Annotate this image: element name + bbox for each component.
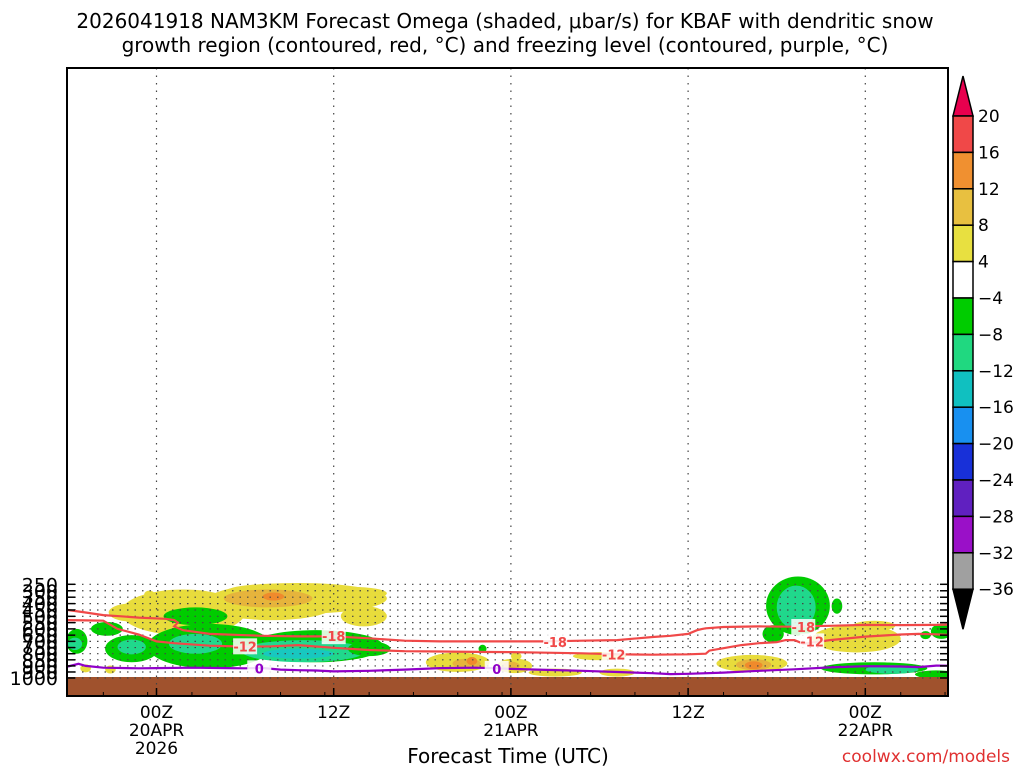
contour-label-2-1: 0 bbox=[492, 663, 501, 678]
colorbar-label-0: 20 bbox=[978, 107, 1000, 127]
colorbar-label-5: −4 bbox=[978, 289, 1003, 309]
colorbar-label-3: 8 bbox=[978, 216, 989, 236]
x-tick-label-2-1: 21APR bbox=[483, 721, 539, 741]
contour-label-bg bbox=[321, 628, 346, 645]
omega-shade-cell bbox=[744, 661, 763, 670]
site-credit: coolwx.com/models bbox=[842, 747, 1010, 767]
colorbar-swatch-1 bbox=[952, 115, 974, 154]
omega-shade-cell bbox=[262, 648, 334, 659]
y-tick-label-350: 350 bbox=[22, 587, 58, 609]
omega-shade-cell bbox=[262, 592, 285, 601]
y-tick-label-850: 850 bbox=[22, 650, 58, 672]
chart-title-line-1: 2026041918 NAM3KM Forecast Omega (shaded… bbox=[76, 9, 933, 33]
colorbar-swatch-6 bbox=[952, 297, 974, 336]
chart-title-line-2: growth region (contoured, red, °C) and f… bbox=[122, 33, 889, 57]
omega-shade-cell bbox=[831, 598, 843, 614]
y-tick-label-1000: 1000 bbox=[10, 668, 58, 690]
contour-label-bg bbox=[601, 646, 626, 663]
omega-shade-cell bbox=[478, 644, 487, 653]
y-tick-label-250: 250 bbox=[22, 574, 58, 596]
colorbar-label-6: −8 bbox=[978, 325, 1003, 345]
y-tick-label-700: 700 bbox=[22, 631, 58, 653]
colorbar-arrow-bottom bbox=[952, 588, 974, 630]
x-tick-label-4-0: 00Z bbox=[849, 703, 882, 723]
omega-shade-cell bbox=[90, 622, 123, 636]
contour-label-bg bbox=[800, 633, 825, 650]
colorbar-label-4: 4 bbox=[978, 253, 989, 273]
x-tick-label-2-0: 00Z bbox=[494, 703, 527, 723]
y-tick-label-950: 950 bbox=[22, 662, 58, 684]
colorbar-label-9: −20 bbox=[978, 435, 1014, 455]
colorbar-label-11: −28 bbox=[978, 507, 1014, 527]
colorbar-swatch-12 bbox=[952, 515, 974, 554]
contour-label-bg bbox=[543, 633, 568, 650]
y-tick-label-400: 400 bbox=[22, 594, 58, 616]
colorbar-label-8: −16 bbox=[978, 398, 1014, 418]
y-tick-label-500: 500 bbox=[22, 606, 58, 628]
x-tick-label-1-0: 12Z bbox=[317, 703, 350, 723]
omega-shade-cell bbox=[466, 657, 478, 666]
contour-label-0-1: -18 bbox=[543, 636, 567, 651]
contour-label-bg bbox=[484, 660, 509, 677]
x-tick-label-0-0: 00Z bbox=[140, 703, 173, 723]
x-tick-label-3-0: 12Z bbox=[671, 703, 704, 723]
colorbar-swatch-9 bbox=[952, 406, 974, 445]
x-tick-label-0-1: 20APR bbox=[129, 721, 185, 741]
contour-label-1-2: -12 bbox=[800, 635, 824, 650]
x-axis-label: Forecast Time (UTC) bbox=[407, 744, 609, 768]
contour-lines: -18 -18-18-12-12-120 0 bbox=[67, 608, 948, 678]
axes: 2503003504004505005506006507007508008509… bbox=[10, 574, 948, 759]
colorbar-label-2: 12 bbox=[978, 180, 1000, 200]
colorbar-swatch-7 bbox=[952, 333, 974, 372]
colorbar-swatch-5 bbox=[952, 260, 974, 299]
contour-label-bg bbox=[791, 619, 816, 636]
colorbar-swatch-13 bbox=[952, 552, 974, 590]
y-tick-label-800: 800 bbox=[22, 644, 58, 666]
colorbar-arrow-top bbox=[952, 75, 974, 117]
omega-shade-cell bbox=[762, 625, 784, 643]
x-tick-label-4-1: 22APR bbox=[838, 721, 894, 741]
x-tick-label-0-2: 2026 bbox=[135, 739, 178, 759]
y-tick-label-300: 300 bbox=[22, 581, 58, 603]
omega-shade-cell bbox=[776, 585, 816, 629]
y-tick-label-900: 900 bbox=[22, 656, 58, 678]
omega-shade-cell bbox=[315, 586, 387, 600]
contour-label-0-2: -18 bbox=[792, 621, 816, 636]
contour-label-2-0: 0 bbox=[255, 662, 264, 677]
omega-shade-cell bbox=[340, 606, 387, 627]
ground-surface bbox=[67, 677, 948, 696]
contour-label-bg bbox=[233, 638, 258, 655]
contour-label-1-1: -12 bbox=[602, 648, 626, 663]
colorbar-label-10: −24 bbox=[978, 471, 1014, 491]
contour-label-0-0: -18 bbox=[322, 630, 346, 645]
colorbar-swatch-11 bbox=[952, 479, 974, 518]
colorbar-label-1: 16 bbox=[978, 143, 1000, 163]
colorbar: 20 16 12 8 4 −4 −8 −12 −16 −20 −24 −28 −32 −36 bbox=[952, 75, 1014, 630]
contour-label-1-0: -12 bbox=[233, 640, 257, 655]
colorbar-label-12: −32 bbox=[978, 544, 1014, 564]
colorbar-swatch-3 bbox=[952, 188, 974, 226]
contour-line-2 bbox=[67, 662, 948, 676]
y-tick-label-550: 550 bbox=[22, 613, 58, 635]
colorbar-swatch-10 bbox=[952, 442, 974, 481]
omega-shade-cell bbox=[347, 641, 391, 657]
y-tick-label-750: 750 bbox=[22, 638, 58, 660]
colorbar-label-13: −36 bbox=[978, 580, 1014, 600]
y-tick-label-650: 650 bbox=[22, 625, 58, 647]
omega-shade-cell bbox=[144, 590, 155, 599]
y-tick-label-600: 600 bbox=[22, 619, 58, 641]
colorbar-swatch-4 bbox=[952, 224, 974, 263]
omega-shade-cell bbox=[510, 652, 522, 661]
plot-frame bbox=[66, 67, 949, 697]
colorbar-swatch-2 bbox=[952, 151, 974, 190]
omega-shade-cell bbox=[117, 639, 146, 655]
contour-line-0 bbox=[67, 608, 948, 643]
colorbar-label-7: −12 bbox=[978, 362, 1014, 382]
y-tick-label-450: 450 bbox=[22, 600, 58, 622]
colorbar-swatch-8 bbox=[952, 370, 974, 408]
omega-shade-cell bbox=[812, 625, 901, 653]
contour-label-bg bbox=[247, 660, 272, 677]
